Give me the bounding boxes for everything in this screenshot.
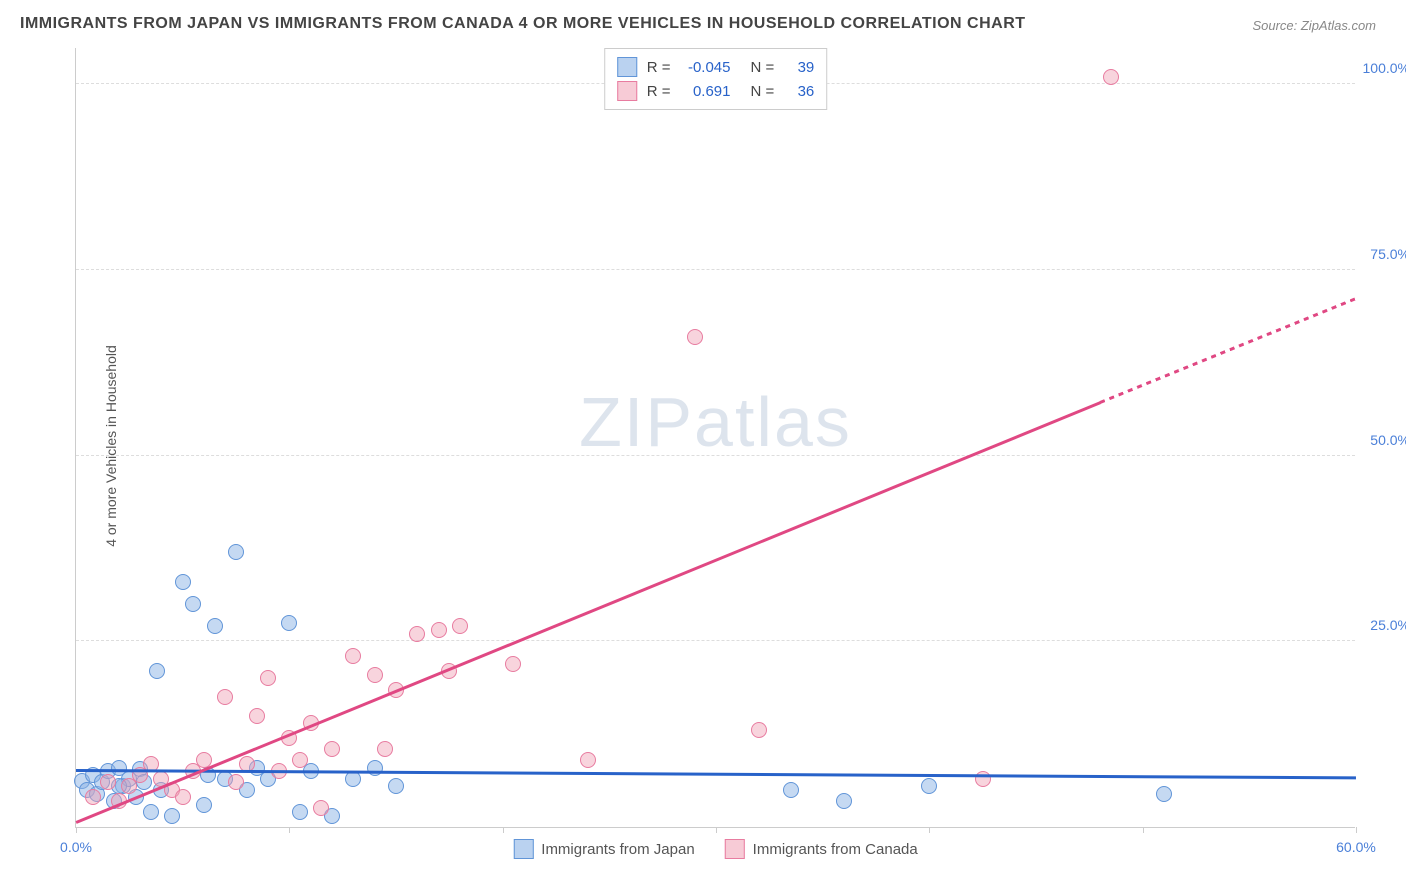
- data-point: [505, 656, 521, 672]
- data-point: [345, 648, 361, 664]
- data-point: [185, 596, 201, 612]
- stats-row-japan: R = -0.045 N = 39: [617, 55, 815, 79]
- x-tick: [503, 827, 504, 833]
- data-point: [149, 663, 165, 679]
- r-label: R =: [647, 59, 671, 76]
- data-point: [249, 708, 265, 724]
- swatch-pink-icon: [617, 81, 637, 101]
- data-point: [175, 574, 191, 590]
- n-value-japan: 39: [784, 59, 814, 76]
- x-tick: [1356, 827, 1357, 833]
- data-point: [260, 670, 276, 686]
- data-point: [228, 544, 244, 560]
- x-tick: [716, 827, 717, 833]
- data-point: [196, 797, 212, 813]
- data-point: [687, 329, 703, 345]
- x-tick: [76, 827, 77, 833]
- stats-row-canada: R = 0.691 N = 36: [617, 79, 815, 103]
- y-tick-label: 25.0%: [1370, 617, 1406, 633]
- data-point: [207, 618, 223, 634]
- data-point: [431, 622, 447, 638]
- data-point: [367, 667, 383, 683]
- data-point: [217, 689, 233, 705]
- y-tick-label: 100.0%: [1363, 60, 1406, 76]
- data-point: [921, 778, 937, 794]
- source-attribution: Source: ZipAtlas.com: [1252, 18, 1376, 33]
- data-point: [324, 741, 340, 757]
- legend-label-canada: Immigrants from Canada: [753, 841, 918, 858]
- data-point: [228, 774, 244, 790]
- y-tick-label: 75.0%: [1370, 246, 1406, 262]
- n-value-canada: 36: [784, 83, 814, 100]
- trend-line: [1100, 297, 1357, 403]
- data-point: [1103, 69, 1119, 85]
- n-label: N =: [751, 83, 775, 100]
- data-point: [751, 722, 767, 738]
- r-value-canada: 0.691: [681, 83, 731, 100]
- series-legend: Immigrants from Japan Immigrants from Ca…: [513, 839, 917, 859]
- data-point: [836, 793, 852, 809]
- grid-line: [76, 269, 1355, 270]
- data-point: [783, 782, 799, 798]
- x-tick: [929, 827, 930, 833]
- watermark-text: ZIPatlas: [579, 382, 852, 462]
- swatch-pink-icon: [725, 839, 745, 859]
- chart-title: IMMIGRANTS FROM JAPAN VS IMMIGRANTS FROM…: [20, 15, 1386, 33]
- legend-item-canada: Immigrants from Canada: [725, 839, 918, 859]
- data-point: [281, 615, 297, 631]
- data-point: [143, 804, 159, 820]
- data-point: [377, 741, 393, 757]
- x-tick: [289, 827, 290, 833]
- data-point: [452, 618, 468, 634]
- data-point: [164, 808, 180, 824]
- data-point: [975, 771, 991, 787]
- grid-line: [76, 455, 1355, 456]
- y-tick-label: 50.0%: [1370, 432, 1406, 448]
- data-point: [388, 778, 404, 794]
- x-tick: [1143, 827, 1144, 833]
- data-point: [292, 804, 308, 820]
- legend-item-japan: Immigrants from Japan: [513, 839, 694, 859]
- scatter-plot-area: ZIPatlas R = -0.045 N = 39 R = 0.691 N =…: [75, 48, 1355, 828]
- data-point: [175, 789, 191, 805]
- data-point: [409, 626, 425, 642]
- data-point: [1156, 786, 1172, 802]
- n-label: N =: [751, 59, 775, 76]
- correlation-stats-legend: R = -0.045 N = 39 R = 0.691 N = 36: [604, 48, 828, 110]
- x-tick-label: 0.0%: [60, 839, 92, 855]
- data-point: [580, 752, 596, 768]
- legend-label-japan: Immigrants from Japan: [541, 841, 694, 858]
- data-point: [85, 789, 101, 805]
- grid-line: [76, 640, 1355, 641]
- swatch-blue-icon: [617, 57, 637, 77]
- swatch-blue-icon: [513, 839, 533, 859]
- x-tick-label: 60.0%: [1336, 839, 1376, 855]
- data-point: [100, 774, 116, 790]
- data-point: [292, 752, 308, 768]
- data-point: [313, 800, 329, 816]
- r-label: R =: [647, 83, 671, 100]
- r-value-japan: -0.045: [681, 59, 731, 76]
